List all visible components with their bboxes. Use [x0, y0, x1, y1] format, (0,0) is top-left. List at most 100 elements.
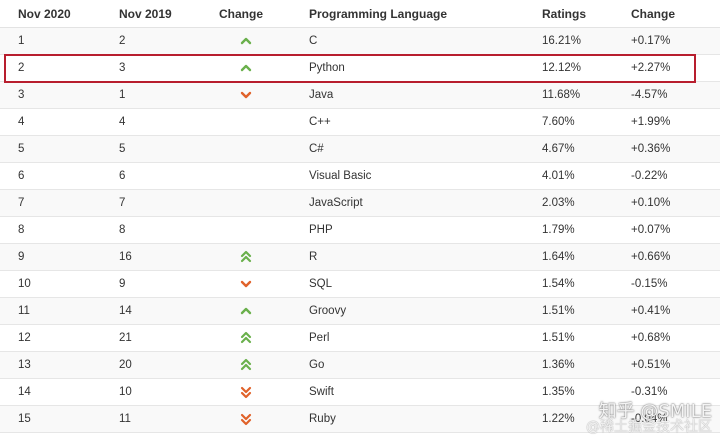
rating-cell: 2.03% [524, 189, 613, 217]
rank-2020-cell: 9 [0, 243, 101, 271]
rating-cell: 1.51% [524, 297, 613, 325]
language-cell: Java [291, 81, 524, 109]
rank-2019-cell: 5 [101, 135, 201, 163]
rank-change-cell [201, 405, 291, 433]
rank-2020-cell: 15 [0, 405, 101, 433]
rating-change-cell: +1.99% [613, 108, 720, 136]
rating-change-cell: +2.27% [613, 54, 720, 82]
rating-cell: 1.35% [524, 378, 613, 406]
rank-2020-cell: 13 [0, 351, 101, 379]
rank-2020-cell: 6 [0, 162, 101, 190]
rank-2019-cell: 3 [101, 54, 201, 82]
chevron-up-icon [201, 63, 291, 73]
double-chevron-up-icon [201, 358, 291, 372]
header-nov-2020[interactable]: Nov 2020 [0, 0, 101, 28]
table-row[interactable]: 9 16 R 1.64% +0.66% [0, 243, 720, 271]
table-row[interactable]: 13 20 Go 1.36% +0.51% [0, 351, 720, 379]
rating-change-cell: +0.66% [613, 243, 720, 271]
rating-cell: 16.21% [524, 27, 613, 55]
rating-change-cell: +0.68% [613, 324, 720, 352]
language-cell: Python [291, 54, 524, 82]
double-chevron-up-icon [201, 331, 291, 345]
language-cell: Perl [291, 324, 524, 352]
rank-2019-cell: 8 [101, 216, 201, 244]
table-row[interactable]: 11 14 Groovy 1.51% +0.41% [0, 297, 720, 325]
rank-2020-cell: 14 [0, 378, 101, 406]
language-cell: PHP [291, 216, 524, 244]
double-chevron-down-icon [201, 412, 291, 426]
chevron-down-icon [201, 90, 291, 100]
rank-2019-cell: 20 [101, 351, 201, 379]
table-row[interactable]: 4 4 C++ 7.60% +1.99% [0, 108, 720, 136]
rating-cell: 4.67% [524, 135, 613, 163]
double-chevron-down-icon [201, 385, 291, 399]
rank-2020-cell: 11 [0, 297, 101, 325]
rank-2019-cell: 11 [101, 405, 201, 433]
rank-change-cell [201, 378, 291, 406]
chevron-up-icon [201, 306, 291, 316]
chevron-up-icon [201, 36, 291, 46]
language-cell: JavaScript [291, 189, 524, 217]
rank-2020-cell: 1 [0, 27, 101, 55]
language-cell: R [291, 243, 524, 271]
table-row[interactable]: 1 2 C 16.21% +0.17% [0, 27, 720, 55]
header-rank-change[interactable]: Change [201, 0, 291, 28]
rating-cell: 1.22% [524, 405, 613, 433]
rank-change-cell [201, 324, 291, 352]
rating-change-cell: -4.57% [613, 81, 720, 109]
language-cell: C# [291, 135, 524, 163]
table-row[interactable]: 10 9 SQL 1.54% -0.15% [0, 270, 720, 298]
language-cell: Groovy [291, 297, 524, 325]
language-cell: Ruby [291, 405, 524, 433]
rank-change-cell [201, 351, 291, 379]
rank-change-cell [201, 243, 291, 271]
table-row[interactable]: 15 11 Ruby 1.22% -0.04% [0, 405, 720, 433]
rating-change-cell: -0.31% [613, 378, 720, 406]
rank-2019-cell: 14 [101, 297, 201, 325]
rating-change-cell: +0.36% [613, 135, 720, 163]
rating-change-cell: +0.41% [613, 297, 720, 325]
rank-2019-cell: 21 [101, 324, 201, 352]
table-row[interactable]: 6 6 Visual Basic 4.01% -0.22% [0, 162, 720, 190]
table-row[interactable]: 14 10 Swift 1.35% -0.31% [0, 378, 720, 406]
rank-change-cell [201, 54, 291, 82]
rank-2020-cell: 8 [0, 216, 101, 244]
language-cell: Visual Basic [291, 162, 524, 190]
rank-2019-cell: 10 [101, 378, 201, 406]
header-programming-language[interactable]: Programming Language [291, 0, 524, 28]
rating-change-cell: -0.04% [613, 405, 720, 433]
rank-change-cell [201, 27, 291, 55]
rank-2020-cell: 3 [0, 81, 101, 109]
rank-2020-cell: 2 [0, 54, 101, 82]
header-rating-change[interactable]: Change [613, 0, 720, 28]
rating-cell: 12.12% [524, 54, 613, 82]
rating-change-cell: -0.15% [613, 270, 720, 298]
rank-2019-cell: 1 [101, 81, 201, 109]
rank-2019-cell: 16 [101, 243, 201, 271]
rank-2019-cell: 2 [101, 27, 201, 55]
rank-2020-cell: 10 [0, 270, 101, 298]
table-header-row: Nov 2020 Nov 2019 Change Programming Lan… [0, 0, 720, 28]
rating-change-cell: +0.07% [613, 216, 720, 244]
language-cell: SQL [291, 270, 524, 298]
header-ratings[interactable]: Ratings [524, 0, 613, 28]
rating-change-cell: +0.17% [613, 27, 720, 55]
rank-change-cell [201, 189, 291, 217]
rank-change-cell [201, 162, 291, 190]
rank-2019-cell: 7 [101, 189, 201, 217]
table-row[interactable]: 8 8 PHP 1.79% +0.07% [0, 216, 720, 244]
table-row[interactable]: 7 7 JavaScript 2.03% +0.10% [0, 189, 720, 217]
rating-cell: 1.51% [524, 324, 613, 352]
rank-2020-cell: 5 [0, 135, 101, 163]
rating-cell: 1.64% [524, 243, 613, 271]
table-row[interactable]: 12 21 Perl 1.51% +0.68% [0, 324, 720, 352]
header-nov-2019[interactable]: Nov 2019 [101, 0, 201, 28]
rating-cell: 4.01% [524, 162, 613, 190]
table-row[interactable]: 5 5 C# 4.67% +0.36% [0, 135, 720, 163]
double-chevron-up-icon [201, 250, 291, 264]
rating-cell: 1.79% [524, 216, 613, 244]
table-row[interactable]: 2 3 Python 12.12% +2.27% [0, 54, 720, 82]
rating-cell: 1.54% [524, 270, 613, 298]
language-cell: C [291, 27, 524, 55]
table-row[interactable]: 3 1 Java 11.68% -4.57% [0, 81, 720, 109]
